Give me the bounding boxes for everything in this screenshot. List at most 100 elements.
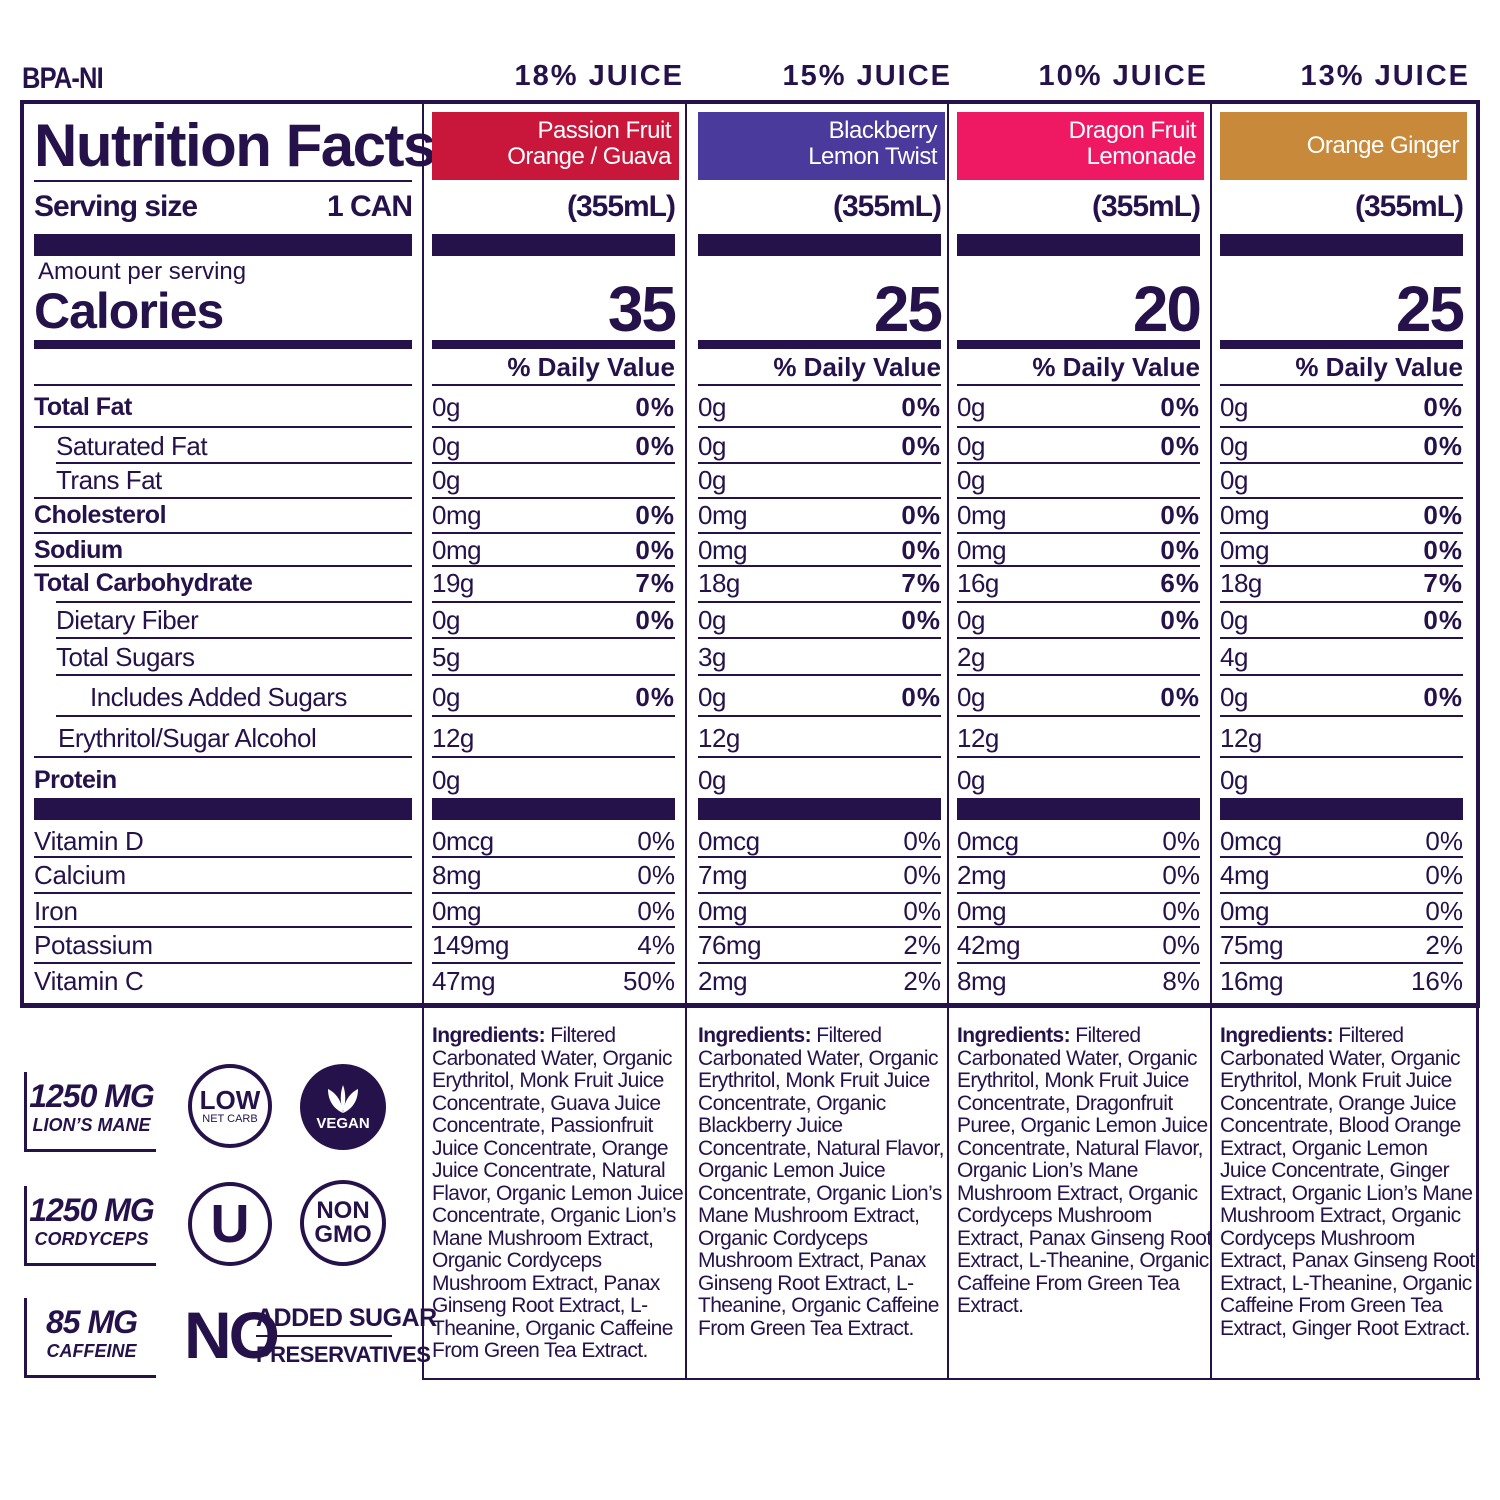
nutrient-amount: 0g <box>957 682 985 712</box>
caffeine-amount: 85 MG <box>45 1304 138 1340</box>
nutrient-amount: 0g <box>698 682 726 712</box>
non-text: NON <box>316 1197 370 1224</box>
nutrient-label: Sodium <box>34 536 123 564</box>
nutrient-amount: 0g <box>957 605 985 635</box>
ingredients-label: Ingredients: <box>957 1024 1071 1047</box>
thick-divider <box>432 234 675 256</box>
column-separator <box>947 104 949 1380</box>
nutrient-label: Includes Added Sugars <box>90 682 347 712</box>
lions-mane-badge: 1250 MG LION’S MANE <box>24 1072 156 1152</box>
divider <box>56 462 412 464</box>
divider <box>957 601 1200 603</box>
caffeine-badge: 85 MG CAFFEINE <box>24 1298 156 1378</box>
ingredients-label: Ingredients: <box>698 1024 812 1047</box>
nutrient-percent: 0% <box>1423 431 1463 461</box>
cordyceps-label: CORDYCEPS <box>34 1229 149 1249</box>
divider <box>698 926 941 928</box>
thick-divider <box>1220 234 1463 256</box>
column-separator <box>1210 104 1212 1380</box>
nutrient-percent: 0% <box>1160 431 1200 461</box>
column-separator <box>685 104 687 1380</box>
ingredients-text: Ingredients: Filtered Carbonated Water, … <box>432 1024 687 1363</box>
divider <box>957 856 1200 858</box>
nutrient-percent: 0% <box>901 535 941 565</box>
vitamin-percent: 0% <box>1162 930 1200 960</box>
divider <box>56 601 412 603</box>
thick-divider <box>432 798 675 820</box>
nutrient-percent: 0% <box>1423 535 1463 565</box>
daily-value-header: % Daily Value <box>507 352 675 382</box>
divider <box>698 856 941 858</box>
divider <box>1220 674 1463 676</box>
divider <box>432 674 675 676</box>
vitamin-amount: 47mg <box>432 966 496 996</box>
divider <box>957 892 1200 894</box>
juice-percent: 15% JUICE <box>782 60 952 92</box>
calories-label: Calories <box>34 283 224 339</box>
serving-volume: (355mL) <box>832 190 942 223</box>
nutrient-amount: 0g <box>957 431 985 461</box>
vitamin-amount: 16mg <box>1220 966 1284 996</box>
calories-value: 25 <box>873 273 943 345</box>
nutrient-amount: 0g <box>432 765 460 795</box>
ingredients-bottom-border <box>422 1378 1480 1380</box>
flavor-name: Dragon Fruit <box>1068 117 1197 144</box>
vegan-leaf-icon: VEGAN <box>300 1064 386 1150</box>
serving-size-value: 1 CAN <box>326 190 413 223</box>
nutrient-amount: 4g <box>1220 642 1248 672</box>
kosher-u-icon: U <box>188 1182 272 1266</box>
ingredients-label: Ingredients: <box>1220 1024 1334 1047</box>
divider <box>432 962 675 964</box>
nutrient-percent: 0% <box>901 431 941 461</box>
divider <box>957 426 1200 428</box>
nutrient-percent: 0% <box>1160 535 1200 565</box>
nutrition-panel <box>20 100 1480 1008</box>
nutrient-percent: 7% <box>901 568 941 598</box>
vitamin-percent: 0% <box>903 826 941 856</box>
lions-mane-amount: 1250 MG <box>29 1078 155 1114</box>
nutrient-label: Total Fat <box>34 393 132 421</box>
nutrient-amount: 12g <box>1220 723 1262 753</box>
nutrient-percent: 0% <box>1423 682 1463 712</box>
divider <box>432 856 675 858</box>
divider <box>1220 384 1463 386</box>
low-net-carb-icon: LOW NET CARB <box>188 1064 272 1148</box>
flavor-banner: Blackberry Lemon Twist <box>698 112 945 180</box>
nutrient-amount: 18g <box>1220 568 1262 598</box>
nutrient-label: Cholesterol <box>34 501 167 529</box>
nutrient-percent: 0% <box>635 605 675 635</box>
nutrient-amount: 3g <box>698 642 726 672</box>
thick-divider <box>34 234 412 256</box>
divider <box>1220 497 1463 499</box>
vitamin-amount: 7mg <box>698 860 748 890</box>
lions-mane-label: LION’S MANE <box>32 1115 151 1135</box>
ingredients-text: Ingredients: Filtered Carbonated Water, … <box>698 1024 953 1340</box>
nutrient-amount: 0g <box>698 765 726 795</box>
divider <box>256 1335 392 1337</box>
thick-divider <box>957 234 1200 256</box>
nutrient-label: Dietary Fiber <box>56 605 199 635</box>
divider <box>1220 892 1463 894</box>
divider <box>432 926 675 928</box>
divider <box>432 462 675 464</box>
column-separator <box>422 104 424 1380</box>
ingredients-text: Ingredients: Filtered Carbonated Water, … <box>1220 1024 1475 1340</box>
divider <box>698 532 941 534</box>
nutrient-percent: 0% <box>635 500 675 530</box>
cordyceps-amount: 1250 MG <box>29 1192 155 1228</box>
divider <box>432 715 675 717</box>
divider <box>432 532 675 534</box>
vitamin-label: Iron <box>34 896 78 926</box>
vitamin-percent: 0% <box>637 896 675 926</box>
nutrient-percent: 0% <box>635 431 675 461</box>
nutrient-percent: 0% <box>1160 392 1200 422</box>
divider <box>957 715 1200 717</box>
juice-percent: 10% JUICE <box>1038 60 1208 92</box>
divider <box>34 926 412 928</box>
net-carb-text: NET CARB <box>202 1113 258 1125</box>
serving-volume: (355mL) <box>1091 190 1201 223</box>
nutrient-amount: 16g <box>957 568 999 598</box>
nutrient-amount: 0g <box>698 605 726 635</box>
gmo-text: GMO <box>314 1221 372 1248</box>
divider <box>957 756 1200 758</box>
